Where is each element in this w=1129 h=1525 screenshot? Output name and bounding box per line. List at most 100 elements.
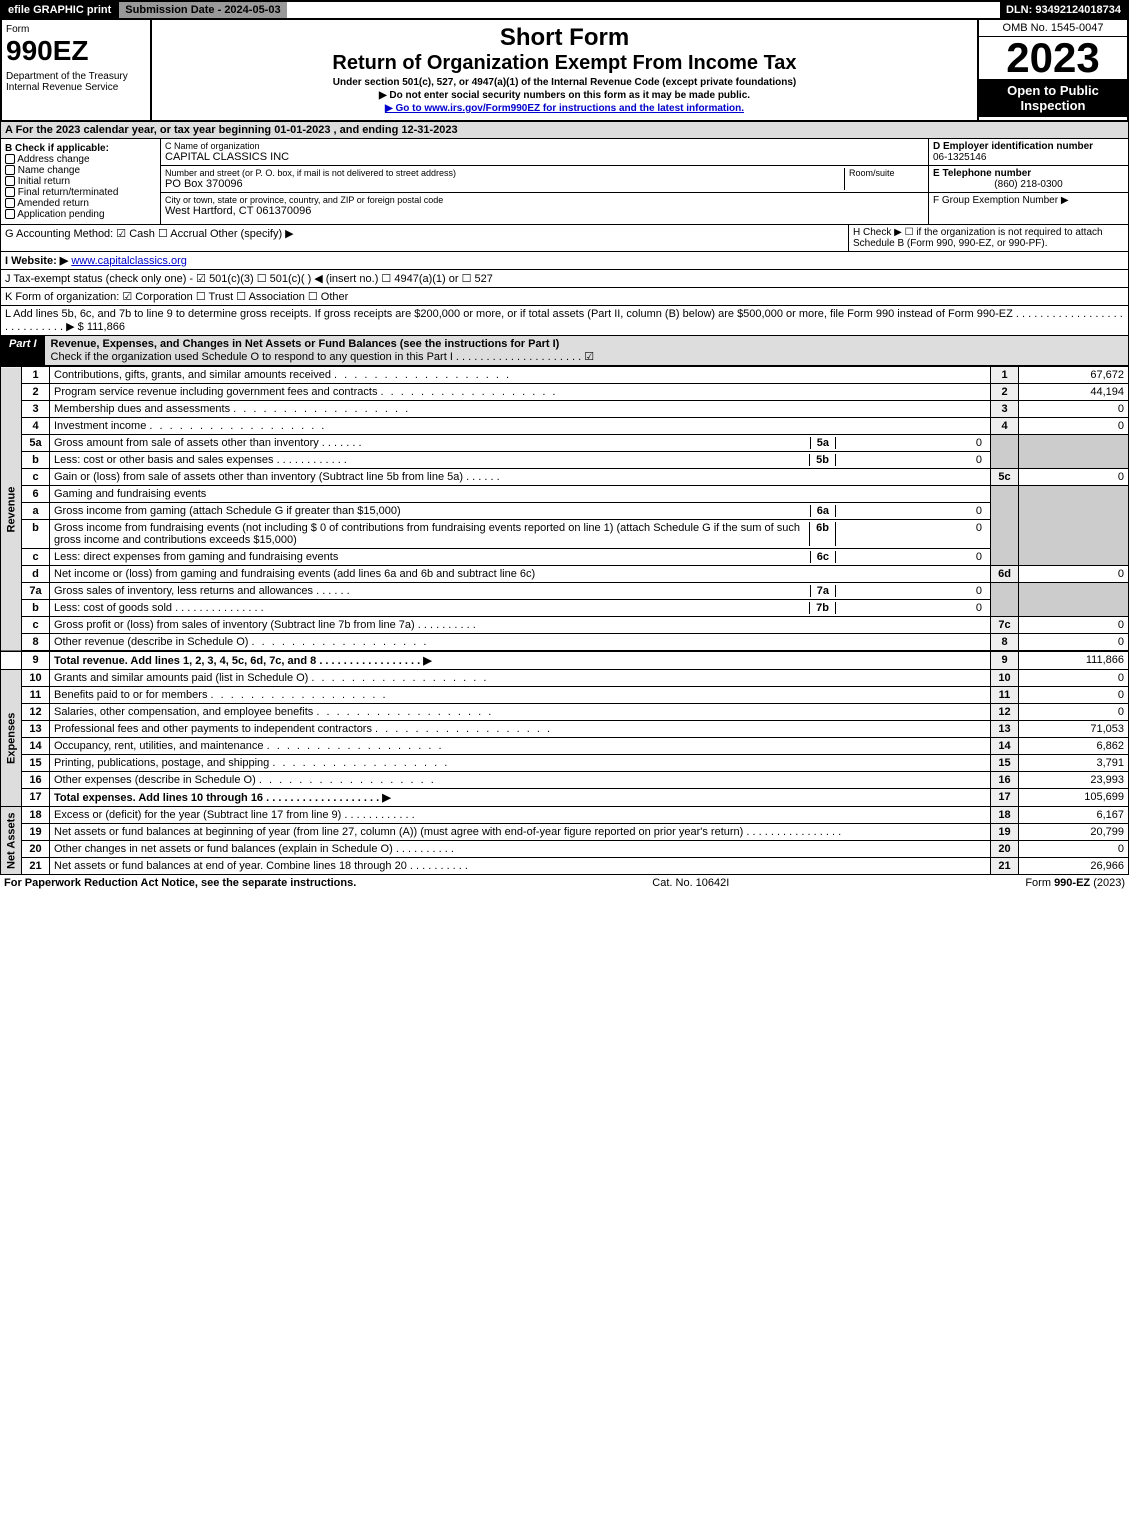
ln-6c-no: c (22, 549, 50, 566)
row-l-gross-receipts: L Add lines 5b, 6c, and 7b to line 9 to … (0, 306, 1129, 336)
ln-12-text: Salaries, other compensation, and employ… (54, 706, 313, 718)
cb-amended-return[interactable] (5, 198, 15, 208)
ln-5a-text: Gross amount from sale of assets other t… (54, 437, 319, 449)
ln-19-num: 19 (991, 824, 1019, 841)
ln-2-text: Program service revenue including govern… (54, 386, 377, 398)
ln-2-no: 2 (22, 384, 50, 401)
ln-15-num: 15 (991, 755, 1019, 772)
ln-19-text: Net assets or fund balances at beginning… (54, 826, 743, 838)
ln-5c-num: 5c (991, 469, 1019, 486)
ln-9-num: 9 (991, 651, 1019, 670)
ln-5c-text: Gain or (loss) from sale of assets other… (54, 471, 463, 483)
cb-address-change[interactable] (5, 154, 15, 164)
ln-7b-text: Less: cost of goods sold (54, 602, 172, 614)
ln-7b-no: b (22, 600, 50, 617)
ln-6d-no: d (22, 566, 50, 583)
footer-formno: Form 990-EZ (2023) (1025, 877, 1125, 889)
ln-16-num: 16 (991, 772, 1019, 789)
ln-6b-no: b (22, 520, 50, 549)
irs-link[interactable]: ▶ Go to www.irs.gov/Form990EZ for instru… (385, 103, 744, 114)
ln-7c-num: 7c (991, 617, 1019, 634)
row-l-value: 111,866 (87, 321, 125, 333)
col-c-org-info: C Name of organization CAPITAL CLASSICS … (161, 139, 928, 224)
ssn-note: ▶ Do not enter social security numbers o… (156, 90, 973, 101)
ein-value: 06-1325146 (933, 152, 1124, 163)
ln-10-text: Grants and similar amounts paid (list in… (54, 672, 308, 684)
row-h-schedule-b: H Check ▶ ☐ if the organization is not r… (848, 225, 1128, 251)
side-net-assets: Net Assets (1, 807, 22, 875)
cb-application-pending[interactable] (5, 209, 15, 219)
ln-21-val: 26,966 (1019, 858, 1129, 875)
ln-8-val: 0 (1019, 634, 1129, 652)
ln-6b-text: Gross income from fundraising events (no… (54, 522, 800, 546)
lines-table: Revenue 1 Contributions, gifts, grants, … (0, 366, 1129, 875)
form-header: Form 990EZ Department of the Treasury In… (0, 20, 1129, 122)
ln-5a-no: 5a (22, 435, 50, 452)
form-label: Form (6, 24, 146, 35)
ln-5c-no: c (22, 469, 50, 486)
efile-graphic-print[interactable]: efile GRAPHIC print (2, 2, 117, 18)
ln-15-no: 15 (22, 755, 50, 772)
row-k-org-form: K Form of organization: ☑ Corporation ☐ … (0, 288, 1129, 306)
col-b-checkboxes: B Check if applicable: Address change Na… (1, 139, 161, 224)
city-label: City or town, state or province, country… (165, 195, 924, 205)
top-bar: efile GRAPHIC print Submission Date - 20… (0, 0, 1129, 20)
lbl-application-pending: Application pending (17, 209, 104, 220)
row-a-calendar-year: A For the 2023 calendar year, or tax yea… (0, 122, 1129, 139)
lbl-amended-return: Amended return (17, 198, 89, 209)
block-b-c-d: B Check if applicable: Address change Na… (0, 139, 1129, 225)
footer-left: For Paperwork Reduction Act Notice, see … (4, 877, 356, 889)
website-link[interactable]: www.capitalclassics.org (71, 255, 187, 267)
ln-10-no: 10 (22, 670, 50, 687)
ln-5b-no: b (22, 452, 50, 469)
ln-21-num: 21 (991, 858, 1019, 875)
org-name-label: C Name of organization (165, 141, 924, 151)
ln-17-val: 105,699 (1019, 789, 1129, 807)
row-i-website: I Website: ▶ www.capitalclassics.org (0, 252, 1129, 270)
col-d-e-f: D Employer identification number 06-1325… (928, 139, 1128, 224)
row-j-tax-status: J Tax-exempt status (check only one) - ☑… (0, 270, 1129, 288)
ln-11-no: 11 (22, 687, 50, 704)
ln-15-text: Printing, publications, postage, and shi… (54, 757, 269, 769)
ln-13-val: 71,053 (1019, 721, 1129, 738)
ln-6-no: 6 (22, 486, 50, 503)
ln-20-text: Other changes in net assets or fund bala… (54, 843, 393, 855)
part-i-header: Part I Revenue, Expenses, and Changes in… (0, 336, 1129, 366)
ln-16-text: Other expenses (describe in Schedule O) (54, 774, 256, 786)
ln-6a-no: a (22, 503, 50, 520)
side-revenue: Revenue (1, 367, 22, 652)
side-expenses: Expenses (1, 670, 22, 807)
ln-1-val: 67,672 (1019, 367, 1129, 384)
short-form-title: Short Form (156, 24, 973, 52)
ln-5b-subval: 0 (836, 454, 986, 466)
ln-11-val: 0 (1019, 687, 1129, 704)
ln-11-num: 11 (991, 687, 1019, 704)
part-i-title: Revenue, Expenses, and Changes in Net As… (51, 338, 1122, 350)
cb-name-change[interactable] (5, 165, 15, 175)
room-suite-label: Room/suite (844, 168, 924, 190)
ln-3-num: 3 (991, 401, 1019, 418)
ln-14-val: 6,862 (1019, 738, 1129, 755)
ln-6d-text: Net income or (loss) from gaming and fun… (50, 566, 991, 583)
cb-initial-return[interactable] (5, 176, 15, 186)
ln-18-val: 6,167 (1019, 807, 1129, 824)
ln-18-text: Excess or (deficit) for the year (Subtra… (54, 809, 341, 821)
submission-date: Submission Date - 2024-05-03 (117, 2, 286, 18)
ln-20-val: 0 (1019, 841, 1129, 858)
ln-20-num: 20 (991, 841, 1019, 858)
ln-4-val: 0 (1019, 418, 1129, 435)
open-inspection: Open to Public Inspection (979, 79, 1127, 117)
ln-5a-subval: 0 (836, 437, 986, 449)
ln-1-num: 1 (991, 367, 1019, 384)
goto-note: ▶ Go to www.irs.gov/Form990EZ for instru… (156, 103, 973, 114)
page-footer: For Paperwork Reduction Act Notice, see … (0, 875, 1129, 891)
ln-17-no: 17 (22, 789, 50, 807)
website-label: I Website: ▶ (5, 255, 68, 267)
ln-19-no: 19 (22, 824, 50, 841)
under-section: Under section 501(c), 527, or 4947(a)(1)… (156, 77, 973, 88)
ln-13-num: 13 (991, 721, 1019, 738)
ln-7c-no: c (22, 617, 50, 634)
ln-7a-no: 7a (22, 583, 50, 600)
cb-final-return[interactable] (5, 187, 15, 197)
ln-14-no: 14 (22, 738, 50, 755)
